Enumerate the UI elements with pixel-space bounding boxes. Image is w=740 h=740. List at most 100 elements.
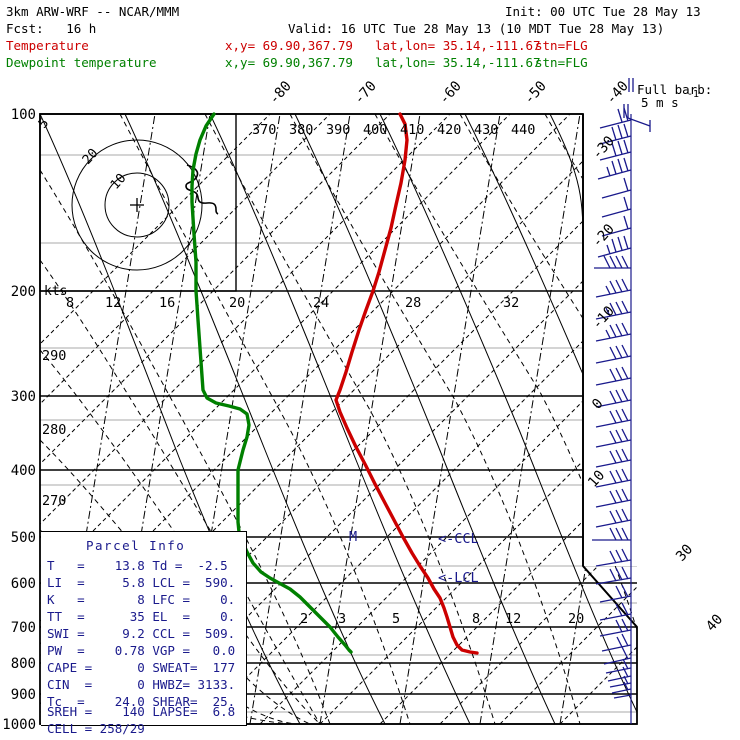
hodograph-frame <box>39 113 237 292</box>
pressure-tick: 800 <box>11 656 36 672</box>
parcel-info-row: SWI = 9.2 CCL = 509. <box>47 626 236 641</box>
wind-barb <box>609 675 632 688</box>
pressure-tick: 200 <box>11 284 36 300</box>
dry-adiabat-labels: 290 280 270 <box>42 348 66 509</box>
temperature-station: stn=FLG <box>535 38 588 53</box>
model-title: 3km ARW-WRF -- NCAR/MMM <box>6 4 180 19</box>
dewpoint-legend-label: Dewpoint temperature <box>6 55 157 70</box>
right-temperature-axis: -30 -20 -10 0 10 30 40 <box>585 133 726 635</box>
mixing-ratio-label: 2 <box>300 611 308 627</box>
hodograph-ring-20 <box>71 139 203 271</box>
wind-barb <box>599 139 632 161</box>
wind-barb <box>595 488 632 508</box>
wind-barb <box>601 196 632 218</box>
forecast-hour: Fcst: 16 h <box>6 21 97 36</box>
temp-tick-corner: 40 <box>703 611 726 634</box>
mixing-ratio-label: 3 <box>338 611 346 627</box>
mixing-ratio-label: 8 <box>66 295 74 311</box>
ccl-marker: <-CCL <box>438 531 479 547</box>
wind-barb <box>595 448 632 468</box>
wind-barb <box>595 322 632 342</box>
top-temperature-axis: -80 -70 -60 -50 -40 <box>266 78 632 108</box>
frame-bevel <box>582 565 638 628</box>
valid-time: Valid: 16 UTC Tue 28 May 13 (10 MDT Tue … <box>288 21 665 36</box>
full-barb-legend-line1: Full barb: <box>637 82 713 97</box>
temp-tick-top: -80 <box>266 78 295 108</box>
temperature-legend-label: Temperature <box>6 38 89 53</box>
pressure-tick: 700 <box>11 620 36 636</box>
parcel-info-row: TT = 35 EL = 0. <box>47 609 236 624</box>
wind-barb <box>603 646 632 665</box>
hodograph-unit-label: kts <box>44 284 67 299</box>
thetae-label: 370 <box>252 122 276 138</box>
mixing-ratio-label: 12 <box>105 295 121 311</box>
wind-barb <box>599 584 632 603</box>
mixing-ratio-label: 5 <box>392 611 400 627</box>
mixing-ratio-label: 20 <box>229 295 245 311</box>
temp-tick-top: -70 <box>351 78 380 108</box>
parcel-info-row: CELL = 258/29 <box>47 721 145 736</box>
parcel-info-row: SREH = 140 LAPSE= 6.8 <box>47 704 236 719</box>
parcel-info-row: CAPE = 0 SWEAT= 177 <box>47 660 236 675</box>
mixing-ratio-label: 8 <box>472 611 480 627</box>
thetae-label: 420 <box>437 122 461 138</box>
mixing-ratio-label: 28 <box>405 295 421 311</box>
wind-barb <box>601 633 632 652</box>
mixing-ratio-labels-top: 8 12 16 20 24 28 32 <box>66 295 519 311</box>
wind-barb <box>607 666 632 682</box>
wind-barb <box>601 215 632 237</box>
temp-tick-top: -40 <box>603 78 632 108</box>
pressure-tick: 900 <box>11 687 36 703</box>
mixing-ratio-label: 24 <box>313 295 329 311</box>
temp-tick-right: -10 <box>589 303 618 333</box>
wind-barb <box>597 157 632 180</box>
temp-tick-right: 10 <box>585 467 608 490</box>
wind-barb <box>595 428 632 448</box>
wind-barb <box>595 388 632 408</box>
parcel-info-row: T = 13.8 Td = -2.5 <box>47 558 228 573</box>
mixing-ratio-label: 32 <box>503 295 519 311</box>
parcel-info-row: LI = 5.8 LCL = 590. <box>47 575 236 590</box>
wind-barb <box>595 548 632 567</box>
dewpoint-latlon: lat,lon= 35.14,-111.67 <box>375 55 541 70</box>
pressure-tick: 400 <box>11 463 36 479</box>
wind-barb <box>599 602 632 621</box>
wind-barb <box>601 177 632 199</box>
mixing-ratio-labels-low: 2 3 5 8 12 20 <box>300 611 584 627</box>
wind-barb <box>597 235 632 258</box>
temperature-latlon: lat,lon= 35.14,-111.67 <box>375 38 541 53</box>
lcl-marker: <-LCL <box>438 570 479 586</box>
wind-barb <box>595 508 632 528</box>
wind-barb <box>595 468 632 488</box>
dewpoint-profile <box>190 112 353 654</box>
init-time: Init: 00 UTC Tue 28 May 13 <box>505 4 701 19</box>
mixed-layer-marker: M <box>349 529 357 545</box>
temp-tick-top: -60 <box>436 78 465 108</box>
wind-barb <box>605 658 632 674</box>
wind-barb <box>595 278 632 298</box>
pressure-tick: 100 <box>11 107 36 123</box>
pressure-tick: 500 <box>11 530 36 546</box>
level-markers: <-CCL <-LCL M <box>349 529 479 586</box>
temperature-profile <box>334 112 479 655</box>
wind-barb <box>599 123 632 145</box>
dry-adiabat-label: 280 <box>42 422 66 438</box>
wind-barb <box>592 527 631 541</box>
wind-barb <box>595 300 632 320</box>
temp-tick-right: -30 <box>589 133 618 163</box>
wind-barb <box>595 408 632 428</box>
mixing-ratio-label: 12 <box>505 611 521 627</box>
wind-barb <box>595 344 632 364</box>
thetae-label: 410 <box>400 122 424 138</box>
thetae-label: 400 <box>363 122 387 138</box>
thetae-label: 430 <box>474 122 498 138</box>
wind-barb <box>594 255 631 269</box>
wind-barb <box>611 681 632 694</box>
parcel-info-title: Parcel Info <box>86 538 186 553</box>
hodograph-trace <box>185 164 219 215</box>
wind-barbs[interactable] <box>592 107 632 699</box>
temperature-xy: x,y= 69.90,367.79 <box>225 38 353 53</box>
wind-barb <box>595 366 632 386</box>
full-barb-legend-line2: 5 m s <box>641 95 679 110</box>
wind-barb <box>599 107 632 129</box>
